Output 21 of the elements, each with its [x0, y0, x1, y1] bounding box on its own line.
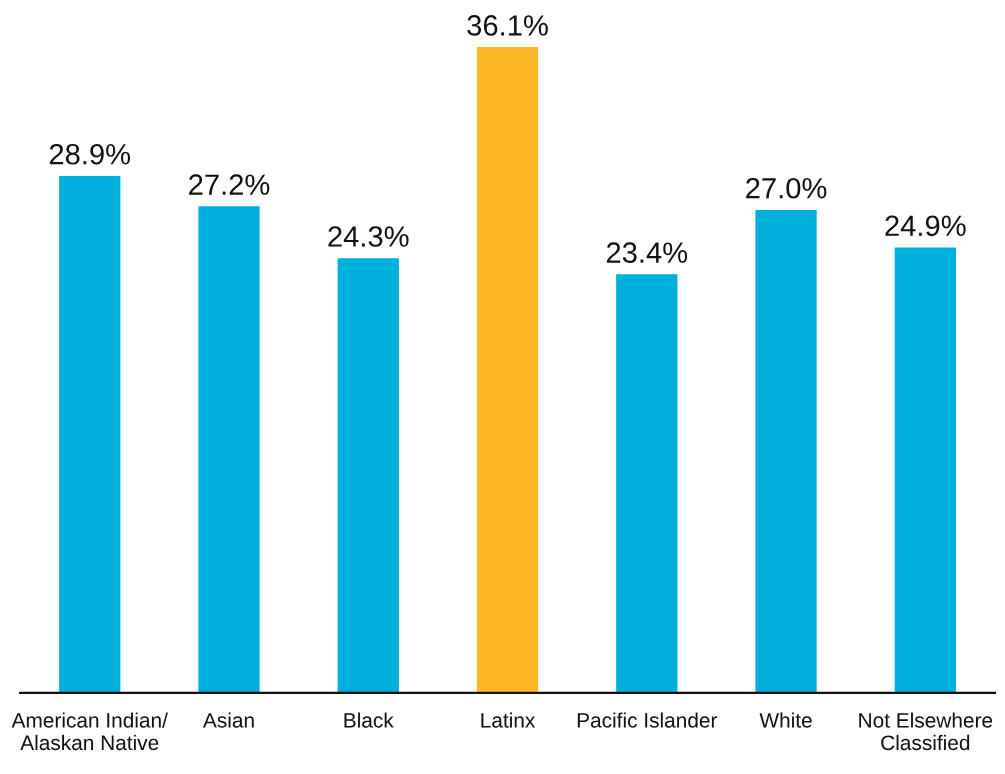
data-label: 24.3%	[328, 226, 409, 247]
data-label: 27.0%	[746, 177, 827, 199]
x-tick-label: White	[759, 712, 812, 728]
bar	[616, 274, 678, 693]
data-label: 28.9%	[49, 143, 131, 165]
bar	[337, 258, 399, 693]
data-label: 23.4%	[606, 242, 688, 263]
data-label: 27.2%	[189, 174, 270, 195]
bar	[476, 47, 539, 693]
x-tick-label: American Indian/ Alaskan Native	[11, 712, 168, 751]
x-tick-label: Asian	[202, 712, 254, 728]
x-tick-label: Black	[344, 712, 394, 728]
x-tick-label: Latinx	[481, 712, 536, 728]
x-tick-label: Pacific Islander	[577, 712, 718, 728]
bar	[755, 209, 817, 693]
bar	[894, 247, 956, 693]
data-label: 36.1%	[467, 15, 548, 36]
data-label: 24.9%	[885, 215, 966, 237]
bar	[59, 175, 121, 693]
x-tick-label: Not Elsewhere Classified	[859, 712, 993, 751]
bar	[198, 206, 260, 693]
